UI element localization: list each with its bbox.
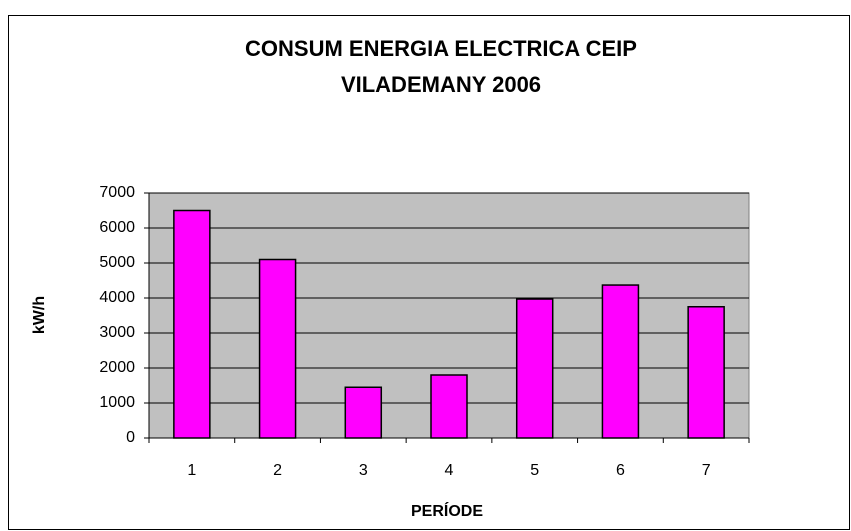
chart-title: CONSUM ENERGIA ELECTRICA CEIP xyxy=(245,36,637,61)
y-tick-label: 5000 xyxy=(99,254,135,271)
x-tick-label: 7 xyxy=(702,462,711,479)
x-tick-label: 5 xyxy=(530,462,539,479)
bar xyxy=(258,258,297,439)
x-axis-title: PERÍODE xyxy=(411,501,483,520)
bar xyxy=(687,306,725,439)
y-tick-label: 3000 xyxy=(99,324,135,341)
y-tick-label: 4000 xyxy=(99,289,135,306)
x-tick-label: 1 xyxy=(187,462,196,479)
x-tick-label: 6 xyxy=(616,462,625,479)
x-tick-label: 3 xyxy=(359,462,368,479)
y-tick-label: 2000 xyxy=(99,359,135,376)
y-tick-label: 6000 xyxy=(99,219,135,236)
bar xyxy=(601,284,640,439)
y-tick-label: 0 xyxy=(126,429,135,446)
bar xyxy=(344,386,383,439)
chart-title: VILADEMANY 2006 xyxy=(341,72,541,97)
bar xyxy=(173,209,211,439)
bar xyxy=(515,298,554,439)
x-tick-label: 4 xyxy=(445,462,454,479)
y-axis-title: kW/h xyxy=(31,296,48,334)
x-tick-label: 2 xyxy=(273,462,282,479)
y-tick-label: 1000 xyxy=(99,394,135,411)
y-tick-label: 7000 xyxy=(99,184,135,201)
bar xyxy=(430,374,468,439)
